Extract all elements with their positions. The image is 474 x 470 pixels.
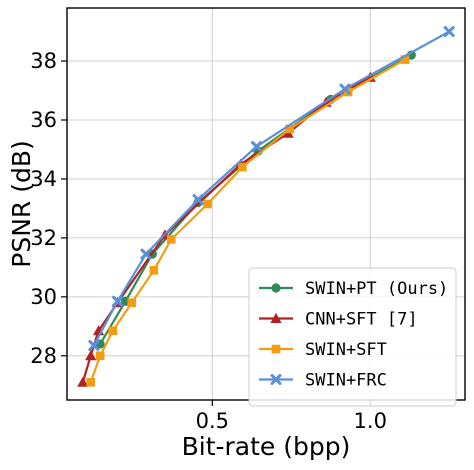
data-point [127, 298, 137, 308]
data-point [285, 124, 294, 134]
data-point [400, 55, 410, 64]
data-point [140, 248, 152, 260]
legend-label: SWIN+FRC [305, 371, 387, 391]
legend-label: SWIN+PT (Ours) [305, 279, 448, 299]
data-point [166, 235, 176, 244]
data-point [149, 266, 159, 275]
x-tick-label: 1.0 [354, 409, 387, 433]
legend-entry: CNN+SFT [7] [259, 310, 418, 330]
ticks: 0.5 1.0 28 30 32 34 36 38 [30, 49, 387, 433]
data-point [86, 378, 95, 387]
data-point [251, 141, 263, 153]
y-tick-label: 38 [30, 49, 57, 73]
data-point [238, 162, 247, 172]
y-axis-label: PSNR (dB) [7, 140, 36, 268]
data-point [443, 26, 455, 38]
legend-entry: SWIN+SFT [259, 340, 387, 360]
legend-entry: SWIN+FRC [259, 371, 387, 391]
y-tick-label: 28 [30, 344, 57, 368]
data-point [203, 199, 212, 209]
legend-swatch-marker [271, 344, 281, 354]
legend-box [248, 267, 457, 407]
data-point [88, 339, 100, 351]
data-point [108, 326, 118, 336]
y-tick-label: 34 [30, 167, 57, 191]
data-point [95, 351, 105, 361]
series-3 [88, 26, 455, 351]
legend-label: CNN+SFT [7] [305, 310, 418, 330]
series-layer [77, 26, 455, 387]
data-point [192, 194, 204, 206]
y-tick-label: 32 [30, 226, 57, 250]
legend-swatch-marker [270, 312, 282, 323]
y-tick-label: 36 [30, 108, 57, 132]
data-point [85, 350, 97, 361]
legend-swatch-marker [271, 283, 281, 293]
legend-label: SWIN+SFT [305, 340, 387, 360]
x-tick-label: 0.5 [196, 409, 229, 433]
data-point [364, 71, 376, 82]
legend: SWIN+PT (Ours) CNN+SFT [7] SWIN+SFT SWIN+FR… [248, 267, 457, 407]
data-point [112, 295, 124, 307]
legend-entry: SWIN+PT (Ours) [259, 279, 448, 299]
x-axis-label: Bit-rate (bpp) [182, 432, 351, 461]
y-tick-label: 30 [30, 285, 57, 309]
data-point [339, 83, 351, 95]
legend-swatch-marker [270, 374, 282, 385]
data-point [77, 376, 89, 387]
